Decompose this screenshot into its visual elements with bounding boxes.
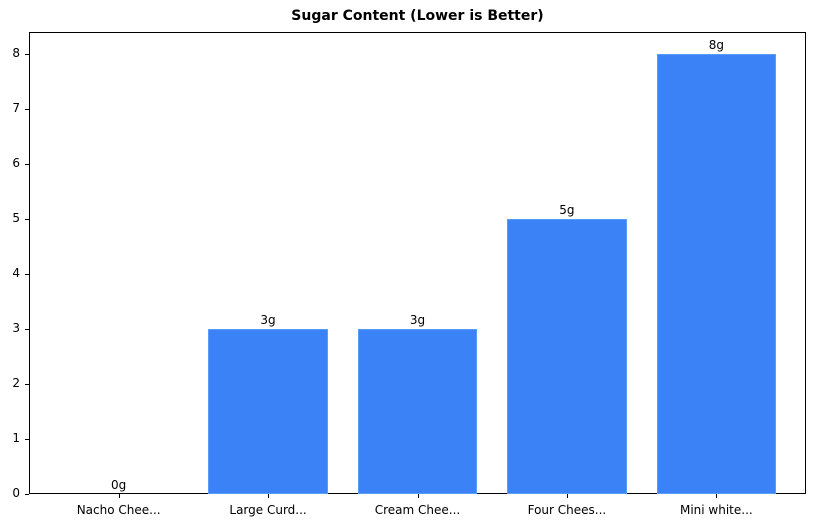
tick-mark xyxy=(25,274,29,275)
y-tick-label: 6 xyxy=(12,156,20,170)
tick-mark xyxy=(25,219,29,220)
y-tick-label: 4 xyxy=(12,266,20,280)
bar xyxy=(208,329,328,494)
tick-mark xyxy=(25,439,29,440)
chart-title: Sugar Content (Lower is Better) xyxy=(291,8,544,24)
tick-mark xyxy=(25,384,29,385)
y-tick-label: 8 xyxy=(12,46,20,60)
bar xyxy=(656,54,777,494)
tick-mark xyxy=(118,494,120,498)
y-tick-label: 2 xyxy=(12,376,20,390)
y-tick-label: 1 xyxy=(12,431,20,445)
bar-value-label: 8g xyxy=(708,38,724,52)
y-tick-label: 7 xyxy=(12,101,20,115)
tick-mark xyxy=(25,494,29,495)
y-tick-label: 5 xyxy=(12,211,20,225)
x-tick-label: Four Chees... xyxy=(527,503,607,517)
x-tick-label: Nacho Chee... xyxy=(76,503,161,517)
x-tick-label: Large Curd... xyxy=(229,503,307,517)
tick-mark xyxy=(268,494,270,498)
x-tick-label: Mini white... xyxy=(679,503,753,517)
tick-mark xyxy=(716,494,718,498)
bar-value-label: 3g xyxy=(409,313,426,327)
y-tick-label: 3 xyxy=(12,321,20,335)
bar-value-label: 5g xyxy=(559,203,575,217)
bar-value-label: 3g xyxy=(260,313,276,327)
tick-mark xyxy=(25,329,29,330)
x-tick-label: Cream Chee... xyxy=(374,503,461,517)
tick-mark xyxy=(25,109,29,110)
tick-mark xyxy=(417,494,419,498)
bar xyxy=(357,329,478,494)
y-tick-label: 0 xyxy=(12,486,20,500)
tick-mark xyxy=(25,164,29,165)
tick-mark xyxy=(25,54,29,55)
tick-mark xyxy=(566,494,568,498)
bar xyxy=(507,219,627,494)
bar-value-label: 0g xyxy=(111,478,127,492)
